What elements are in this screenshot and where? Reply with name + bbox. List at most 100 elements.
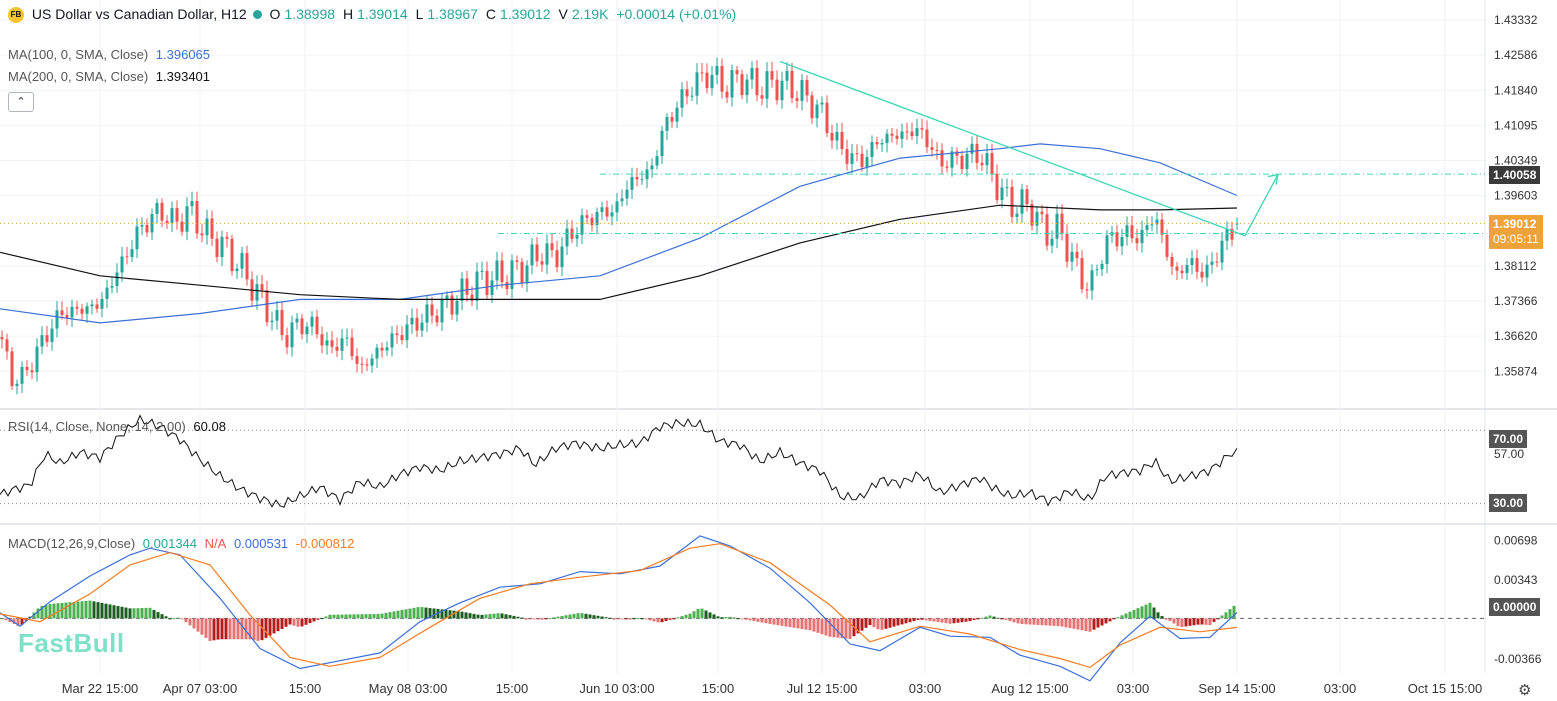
macd-histogram-bar — [936, 618, 940, 623]
macd-histogram-bar — [268, 618, 272, 636]
candle-body — [625, 189, 629, 199]
candle-body — [875, 142, 879, 145]
candle-body — [530, 244, 534, 266]
macd-value-1: 0.001344 — [142, 536, 198, 551]
macd-histogram-bar — [600, 616, 604, 619]
candle-body — [685, 89, 689, 97]
candle-body — [715, 66, 719, 75]
candle-body — [145, 224, 149, 233]
macd-histogram-bar — [492, 613, 496, 619]
candle-body — [545, 243, 549, 265]
candle-body — [1175, 266, 1179, 271]
candle-body — [320, 334, 324, 346]
candle-body — [405, 324, 409, 341]
collapse-legend-button[interactable]: ⌃ — [8, 92, 34, 112]
macd-histogram-bar — [864, 618, 868, 628]
macd-histogram-bar — [392, 611, 396, 619]
candle-body — [880, 143, 884, 145]
candle-body — [310, 316, 314, 327]
candle-body — [1125, 225, 1129, 237]
candle-body — [90, 304, 94, 307]
macd-histogram-bar — [288, 618, 292, 625]
macd-histogram-bar — [1092, 618, 1096, 630]
macd-histogram-bar — [224, 618, 228, 640]
macd-histogram-bar — [676, 617, 680, 619]
macd-histogram-bar — [972, 618, 976, 621]
macd-histogram-bar — [704, 610, 708, 619]
macd-histogram-bar — [332, 614, 336, 619]
level-price-tag: 1.40058 — [1489, 166, 1541, 184]
macd-histogram-bar — [1164, 618, 1168, 620]
macd-histogram-bar — [1020, 618, 1024, 625]
candle-body — [635, 176, 639, 180]
macd-histogram-bar — [684, 614, 688, 619]
close-value: 1.39012 — [499, 6, 551, 22]
downtrend-line — [779, 60, 1246, 237]
current-price-tag: 1.39012 09:05:11 — [1489, 215, 1543, 249]
rsi-legend[interactable]: RSI(14, Close, None, 14, 2.00) 60.08 — [8, 419, 230, 434]
macd-histogram-bar — [460, 611, 464, 619]
candle-body — [630, 176, 634, 190]
candle-body — [1085, 289, 1089, 291]
ma100-legend[interactable]: MA(100, 0, SMA, Close) 1.396065 — [8, 47, 214, 62]
candle-body — [100, 298, 104, 309]
macd-histogram-bar — [524, 618, 528, 620]
macd-histogram-bar — [720, 617, 724, 619]
macd-legend[interactable]: MACD(12,26,9,Close) 0.001344 N/A 0.00053… — [8, 536, 358, 551]
market-status-icon — [252, 10, 262, 20]
macd-histogram-bar — [184, 618, 188, 623]
macd-histogram-bar — [156, 612, 160, 619]
macd-histogram-bar — [428, 608, 432, 619]
macd-histogram-bar — [860, 618, 864, 631]
macd-histogram-bar — [516, 616, 520, 619]
macd-histogram-bar — [992, 616, 996, 619]
candle-body — [1040, 211, 1044, 215]
macd-histogram-bar — [408, 608, 412, 619]
candle-body — [55, 310, 59, 329]
candle-body — [1065, 233, 1069, 262]
macd-histogram-bar — [736, 618, 740, 620]
candle-body — [120, 256, 124, 273]
macd-histogram-bar — [1184, 618, 1188, 627]
candle-body — [560, 246, 564, 268]
macd-histogram-bar — [308, 618, 312, 624]
candle-body — [585, 215, 589, 218]
candle-body — [1190, 258, 1194, 265]
macd-histogram-bar — [56, 603, 60, 619]
macd-histogram-bar — [348, 614, 352, 619]
y-tick-label: 1.42586 — [1494, 48, 1538, 62]
macd-histogram-bar — [104, 603, 108, 619]
macd-histogram-bar — [64, 602, 68, 619]
macd-histogram-bar — [1132, 609, 1136, 619]
macd-histogram-bar — [172, 618, 176, 620]
gear-icon[interactable]: ⚙ — [1518, 682, 1532, 699]
candle-body — [595, 211, 599, 226]
macd-histogram-bar — [552, 617, 556, 619]
macd-histogram-bar — [188, 618, 192, 626]
candle-body — [1205, 264, 1209, 278]
candle-body — [460, 278, 464, 301]
macd-histogram-bar — [1192, 618, 1196, 626]
macd-histogram-bar — [1188, 618, 1192, 626]
high-label: H — [342, 6, 354, 22]
macd-histogram-bar — [1220, 615, 1224, 619]
macd-histogram-bar — [532, 618, 536, 620]
candle-body — [160, 202, 164, 221]
candle-body — [135, 226, 139, 250]
candle-body — [285, 335, 289, 348]
macd-histogram-bar — [1212, 618, 1216, 622]
macd-histogram-bar — [792, 618, 796, 628]
macd-value-4: -0.000812 — [295, 536, 355, 551]
candle-body — [155, 202, 159, 215]
candle-body — [865, 157, 869, 168]
candle-body — [230, 238, 234, 272]
macd-histogram-bar — [1140, 606, 1144, 619]
ma100-line — [0, 143, 1238, 324]
macd-histogram-bar — [396, 610, 400, 619]
ma200-legend[interactable]: MA(200, 0, SMA, Close) 1.393401 — [8, 69, 214, 84]
candle-body — [835, 131, 839, 141]
candle-body — [1220, 240, 1224, 263]
macd-histogram-bar — [300, 618, 304, 627]
macd-histogram-bar — [612, 618, 616, 620]
